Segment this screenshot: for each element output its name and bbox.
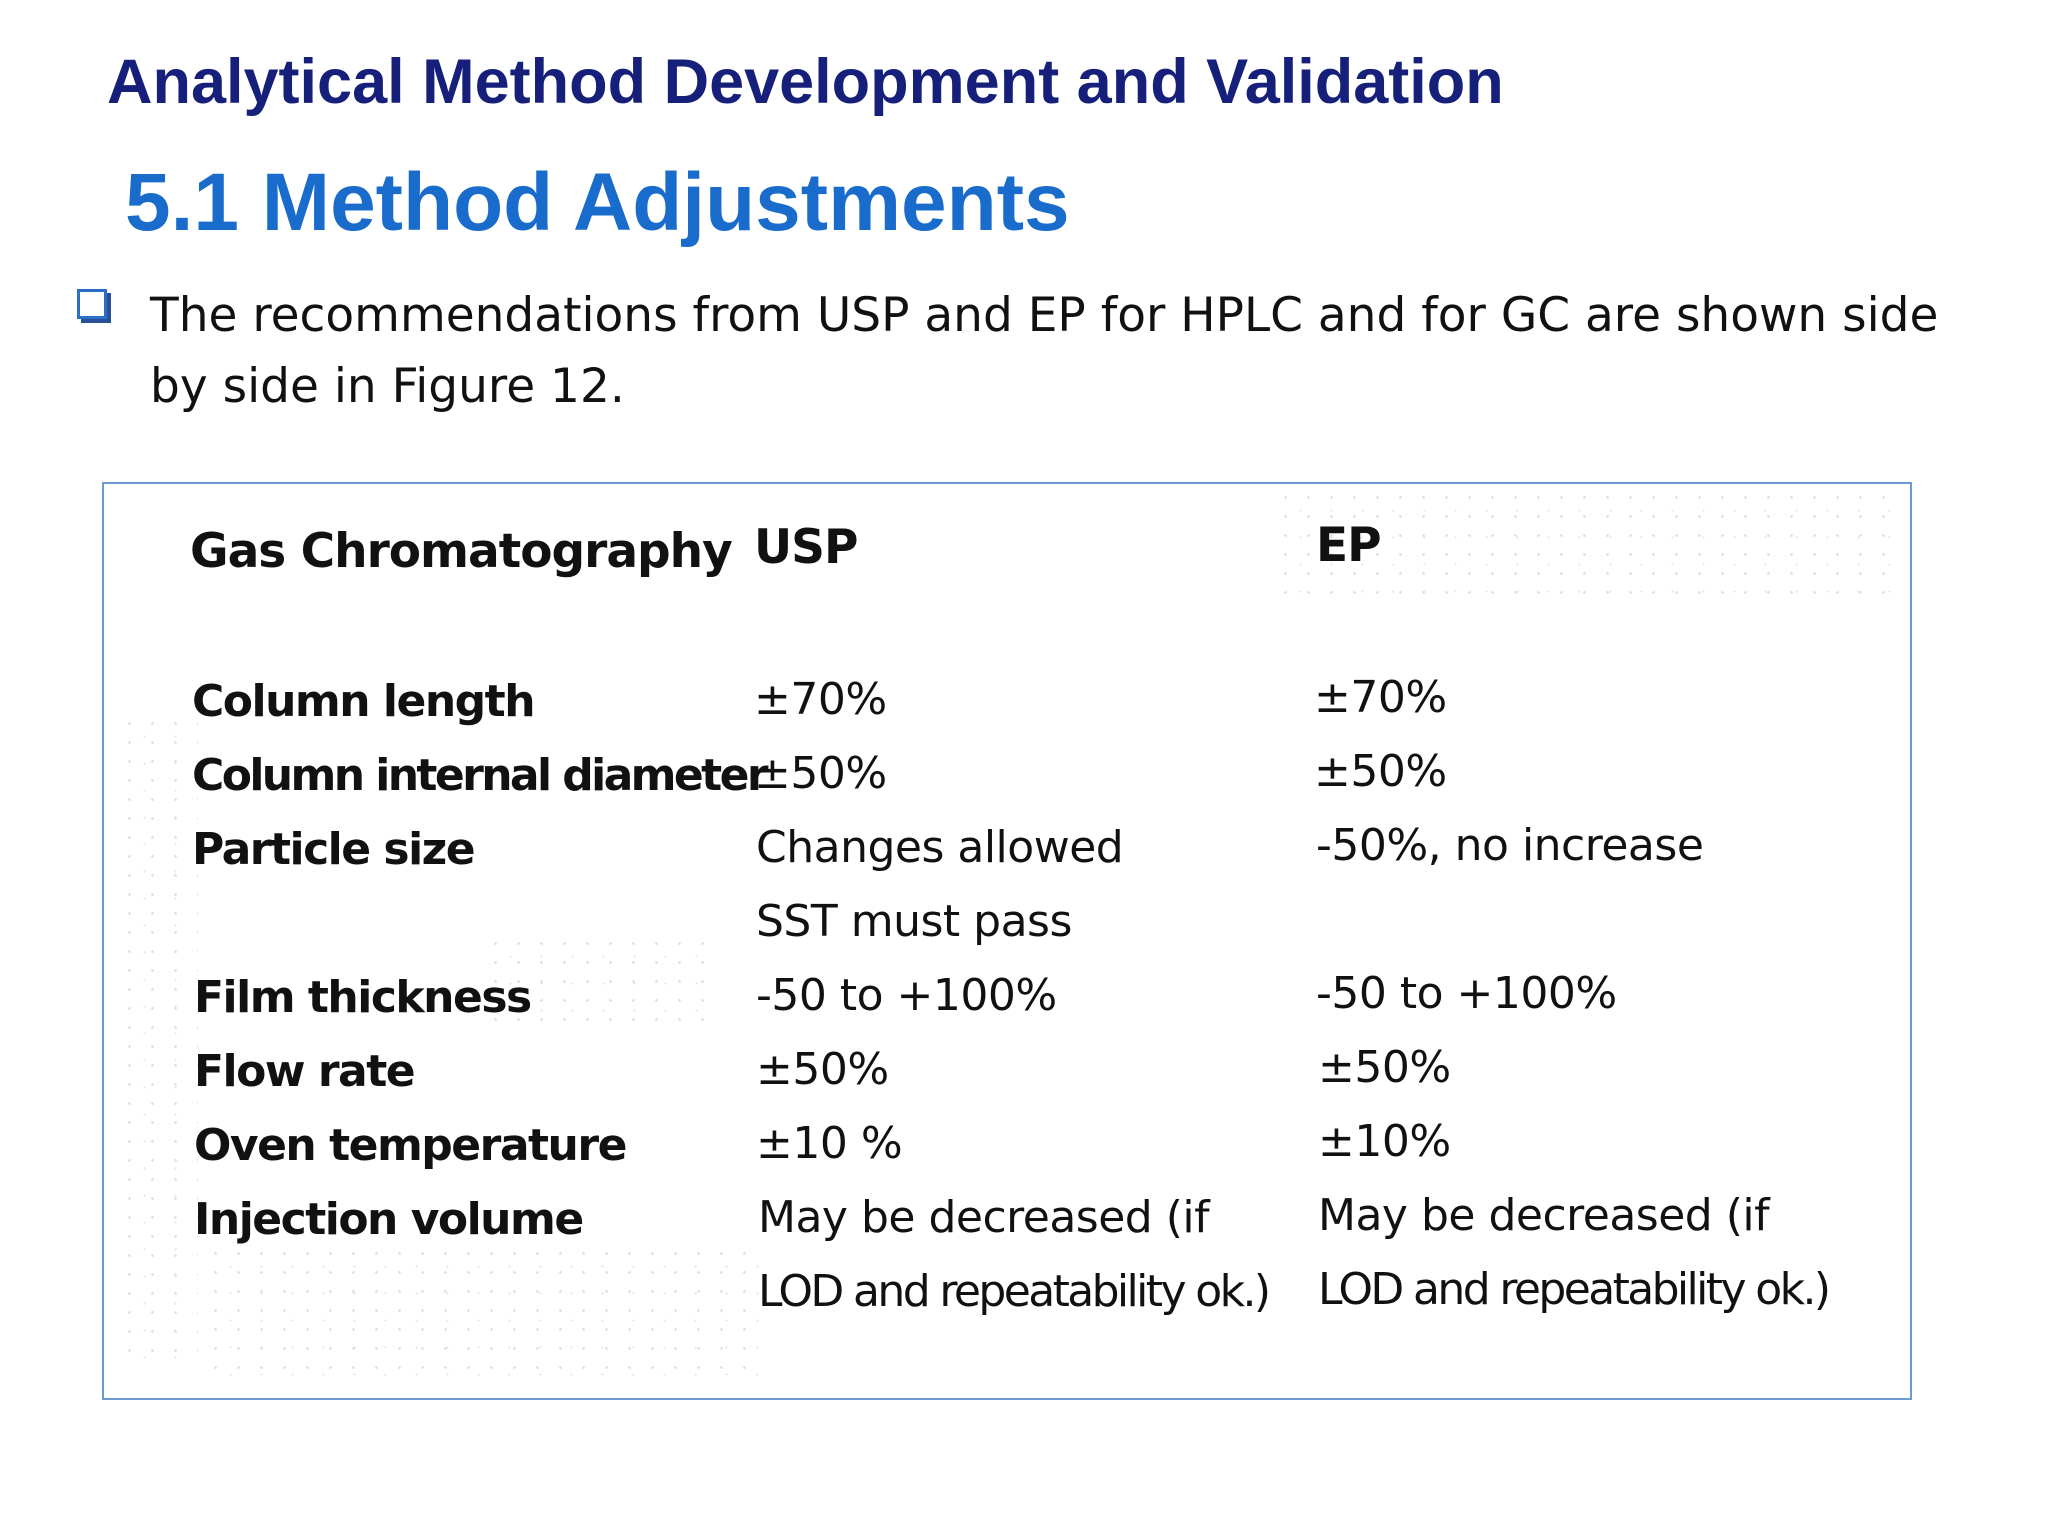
row-usp-value: Changes allowed bbox=[756, 822, 1124, 873]
row-ep-value: ±10% bbox=[1318, 1116, 1451, 1167]
section-title: 5.1 Method Adjustments bbox=[125, 157, 1070, 248]
column-header-ep: EP bbox=[1316, 518, 1382, 573]
row-ep-value: -50 to +100% bbox=[1316, 968, 1617, 1019]
column-header-gas-chromatography: Gas Chromatography bbox=[190, 524, 733, 579]
header-title: Analytical Method Development and Valida… bbox=[107, 47, 1504, 117]
bullet-text: The recommendations from USP and EP for … bbox=[150, 288, 1939, 414]
row-parameter: Oven temperature bbox=[194, 1120, 627, 1171]
row-ep-value-line2: LOD and repeatability ok.) bbox=[1318, 1264, 1831, 1315]
row-ep-value: ±50% bbox=[1314, 746, 1447, 797]
row-parameter: Column length bbox=[192, 676, 536, 727]
figure-12-table: Gas Chromatography USP EP Column length … bbox=[102, 482, 1912, 1400]
row-usp-value: -50 to +100% bbox=[756, 970, 1057, 1021]
row-usp-value-line2: LOD and repeatability ok.) bbox=[758, 1266, 1271, 1317]
row-ep-value: May be decreased (if bbox=[1318, 1190, 1770, 1241]
row-ep-value: -50%, no increase bbox=[1316, 820, 1704, 871]
row-parameter: Film thickness bbox=[194, 972, 532, 1023]
row-parameter: Injection volume bbox=[194, 1194, 584, 1245]
row-usp-value: ±50% bbox=[756, 1044, 889, 1095]
row-usp-value: May be decreased (if bbox=[758, 1192, 1210, 1243]
speckle-noise bbox=[1274, 488, 1894, 598]
row-ep-value: ±70% bbox=[1314, 672, 1447, 723]
row-ep-value: ±50% bbox=[1318, 1042, 1451, 1093]
speckle-noise bbox=[118, 714, 198, 1364]
speckle-noise bbox=[204, 1244, 764, 1384]
row-usp-value: ±50% bbox=[754, 748, 887, 799]
row-usp-value-line2: SST must pass bbox=[756, 896, 1072, 947]
row-usp-value: ±10 % bbox=[756, 1118, 903, 1169]
row-parameter: Flow rate bbox=[194, 1046, 416, 1097]
row-usp-value: ±70% bbox=[754, 674, 887, 725]
row-parameter: Column internal diameter bbox=[192, 750, 769, 801]
checkbox-square-icon bbox=[77, 289, 107, 319]
column-header-usp: USP bbox=[754, 520, 858, 575]
row-parameter: Particle size bbox=[192, 824, 476, 875]
speckle-noise bbox=[484, 934, 724, 1034]
